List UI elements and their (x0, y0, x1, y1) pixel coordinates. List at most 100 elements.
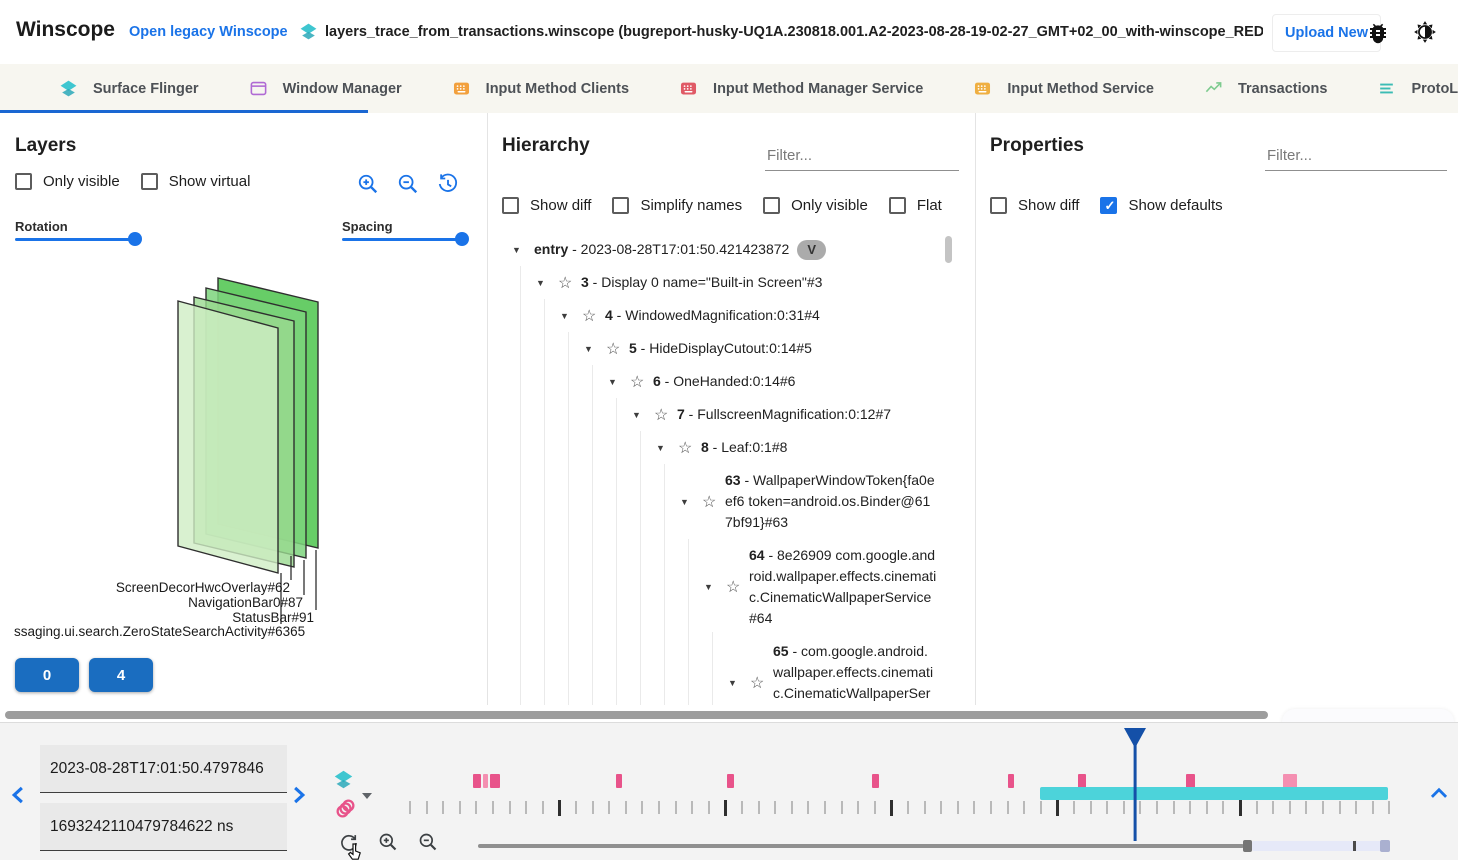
reset-view-icon[interactable] (437, 173, 459, 200)
zoom-out-icon[interactable] (397, 173, 419, 200)
caret-down-icon[interactable]: ▼ (560, 310, 569, 321)
tree-node-63[interactable]: ▼ ☆ 63 - WallpaperWindowToken{fa0eef6 toke… (500, 464, 955, 539)
tab-input-method-clients[interactable]: Input Method Clients (427, 64, 654, 113)
upload-new-button[interactable]: Upload New (1272, 14, 1381, 52)
star-icon[interactable]: ☆ (606, 340, 621, 358)
checkbox-box[interactable] (763, 197, 781, 214)
timeline-scrollbar-end-handle[interactable] (1380, 840, 1390, 852)
caret-down-icon[interactable]: ▼ (584, 343, 593, 354)
timeline-canvas[interactable] (0, 723, 1458, 860)
transition-marker[interactable] (616, 774, 622, 788)
tab-window-manager[interactable]: Window Manager (224, 64, 427, 113)
caret-down-icon[interactable]: ▼ (632, 409, 641, 420)
surface-flinger-trace-icon[interactable] (333, 769, 354, 795)
checkbox-show-diff[interactable]: Show diff (990, 197, 1079, 214)
caret-down-icon[interactable]: ▼ (536, 277, 545, 288)
tab-input-method-service[interactable]: Input Method Service (948, 64, 1179, 113)
tree-node-64[interactable]: ▼ ☆ 64 - 8e26909 com.google.android.wallpa… (500, 539, 955, 635)
tree-node-7[interactable]: ▼ ☆ 7 - FullscreenMagnification:0:12#7 (500, 398, 955, 431)
transition-marker[interactable] (490, 774, 500, 788)
checkbox-show-virtual[interactable]: Show virtual (140, 173, 250, 190)
tree-node-label: 5 - HideDisplayCutout:0:14#5 (629, 340, 812, 356)
checkbox-box[interactable] (1100, 197, 1118, 214)
tab-surface-flinger[interactable]: Surface Flinger (34, 64, 224, 113)
caret-down-icon[interactable]: ▼ (656, 442, 665, 453)
star-icon[interactable]: ☆ (750, 675, 765, 692)
next-entry-chevron-icon[interactable] (291, 786, 307, 809)
transitions-trace-icon[interactable] (334, 797, 357, 825)
caret-down-icon[interactable]: ▼ (704, 582, 713, 592)
star-icon[interactable]: ☆ (558, 274, 573, 292)
hierarchy-filter-input[interactable] (765, 141, 959, 171)
transition-marker[interactable] (872, 774, 879, 788)
slider-thumb[interactable] (455, 232, 469, 246)
checkbox-flat[interactable]: Flat (888, 197, 942, 214)
checkbox-box[interactable] (140, 173, 158, 190)
tab-input-method-manager-service[interactable]: Input Method Manager Service (654, 64, 948, 113)
timestamp-human-field[interactable] (40, 745, 287, 793)
checkbox-only-visible[interactable]: Only visible (763, 197, 868, 214)
tab-transactions[interactable]: Transactions (1179, 64, 1352, 113)
checkbox-simplify-names[interactable]: Simplify names (612, 197, 742, 214)
transition-marker[interactable] (473, 774, 481, 788)
transition-marker[interactable] (727, 774, 734, 788)
transition-marker[interactable] (483, 774, 488, 788)
zoom-in-icon[interactable] (357, 173, 379, 200)
timeline-zoom-in-icon[interactable] (378, 832, 398, 857)
timeline-scrollbar-handle[interactable] (1243, 840, 1252, 852)
caret-down-icon[interactable]: ▼ (512, 244, 521, 255)
checkbox-box[interactable] (888, 197, 906, 214)
star-icon[interactable]: ☆ (702, 493, 717, 511)
display-id-button-4[interactable]: 4 (89, 658, 153, 692)
timeline-scrollbar-zoomed-region[interactable] (1252, 841, 1388, 851)
checkbox-show-diff[interactable]: Show diff (502, 197, 591, 214)
star-icon[interactable]: ☆ (630, 373, 645, 391)
caret-down-icon[interactable]: ▼ (728, 678, 737, 688)
open-legacy-link[interactable]: Open legacy Winscope (129, 24, 288, 40)
timeline-scrollbar-track[interactable] (478, 844, 1244, 848)
tree-node-6[interactable]: ▼ ☆ 6 - OneHanded:0:14#6 (500, 365, 955, 398)
display-id-button-0[interactable]: 0 (15, 658, 79, 692)
timeline-zoom-out-icon[interactable] (418, 832, 438, 857)
transition-marker[interactable] (1186, 774, 1195, 788)
checkbox-box[interactable] (612, 197, 630, 214)
rotation-slider[interactable] (15, 232, 142, 246)
transition-marker[interactable] (1283, 774, 1297, 788)
prev-entry-chevron-icon[interactable] (10, 786, 26, 809)
caret-down-icon[interactable]: ▼ (680, 496, 689, 507)
transition-marker[interactable] (1078, 774, 1086, 788)
checkbox-only-visible[interactable]: Only visible (15, 173, 120, 190)
dark-mode-toggle-icon[interactable] (1412, 19, 1438, 50)
properties-filter-input[interactable] (1265, 141, 1447, 171)
spacing-slider[interactable] (342, 232, 469, 246)
timeline-cursor[interactable] (1122, 727, 1148, 841)
star-icon[interactable]: ☆ (582, 307, 597, 325)
tree-node-65[interactable]: ▼ ☆ 65 - com.google.android.wallpaper.effe… (500, 635, 955, 705)
tab-protolog[interactable]: ProtoLog (1352, 64, 1458, 113)
timestamp-human-input[interactable] (40, 745, 287, 792)
slider-thumb[interactable] (128, 232, 142, 246)
star-icon[interactable]: ☆ (654, 406, 669, 424)
checkbox-show-defaults[interactable]: Show defaults (1100, 197, 1223, 214)
bug-report-icon[interactable] (1366, 20, 1390, 49)
tree-node-4[interactable]: ▼ ☆ 4 - WindowedMagnification:0:31#4 (500, 299, 955, 332)
timeline-selection-band[interactable] (1040, 787, 1388, 800)
checkbox-box[interactable] (990, 197, 1007, 214)
trace-selector-caret-icon[interactable] (361, 787, 373, 805)
timeline-tick (807, 801, 810, 814)
transition-marker[interactable] (1008, 774, 1014, 788)
star-icon[interactable]: ☆ (726, 579, 741, 596)
divider-drag-handle[interactable] (5, 711, 1268, 719)
star-icon[interactable]: ☆ (678, 439, 693, 457)
hierarchy-scrollbar[interactable] (945, 236, 952, 263)
timestamp-ns-field[interactable] (40, 803, 287, 851)
checkbox-box[interactable] (15, 173, 32, 190)
tree-node-8[interactable]: ▼ ☆ 8 - Leaf:0:1#8 (500, 431, 955, 464)
tree-node-5[interactable]: ▼ ☆ 5 - HideDisplayCutout:0:14#5 (500, 332, 955, 365)
tree-node-entry[interactable]: ▼ entry - 2023-08-28T17:01:50.421423872 V (500, 233, 955, 266)
tree-node-3[interactable]: ▼ ☆ 3 - Display 0 name="Built-in Screen"#3 (500, 266, 955, 299)
expand-timeline-chevron-icon[interactable] (1430, 786, 1448, 805)
timestamp-ns-input[interactable] (40, 803, 287, 850)
checkbox-box[interactable] (502, 197, 519, 214)
caret-down-icon[interactable]: ▼ (608, 376, 617, 387)
